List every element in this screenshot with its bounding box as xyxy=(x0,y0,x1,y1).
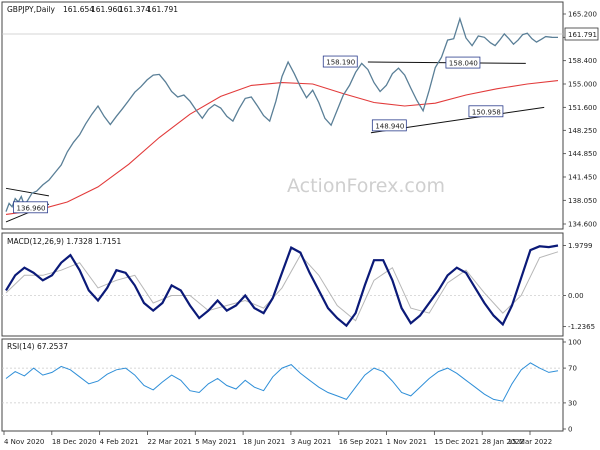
price-low: 161.374 xyxy=(119,5,150,14)
close-series-layer xyxy=(5,16,559,212)
close-price-line xyxy=(5,16,559,212)
price-close: 161.791 xyxy=(147,5,178,14)
price-y-tick-label: 141.450 xyxy=(568,173,597,181)
macd-signal-line xyxy=(5,251,559,322)
x-tick-label: 15 Mar 2022 xyxy=(508,438,552,446)
moving-average-line xyxy=(5,80,559,215)
macd-y-tick-label: 1.9799 xyxy=(568,242,593,250)
macd-line xyxy=(5,244,559,328)
price-y-tick-label: 155.000 xyxy=(568,81,597,89)
moving-average-layer xyxy=(5,80,559,215)
annotation-label: 148.940 xyxy=(375,122,404,130)
rsi-line-layer xyxy=(5,362,559,402)
macd-title: MACD(12,26,9) 1.7328 1.7151 xyxy=(7,237,121,246)
price-high: 161.960 xyxy=(91,5,122,14)
x-axis: 4 Nov 2020 18 Dec 2020 4 Feb 2021 22 Mar 20… xyxy=(3,431,552,446)
macd-signal-layer xyxy=(5,251,559,322)
rsi-title: RSI(14) 67.2537 xyxy=(7,342,68,351)
annotation-label: 150.958 xyxy=(472,108,501,116)
x-tick-label: 15 Dec 2021 xyxy=(434,438,479,446)
x-tick-label: 16 Sep 2021 xyxy=(339,438,383,446)
last-price-label: 161.791 xyxy=(568,31,597,39)
macd-line-layer xyxy=(5,244,559,328)
x-tick-label: 22 Mar 2021 xyxy=(147,438,191,446)
triangle-upper-line xyxy=(5,187,50,197)
price-y-tick-label: 148.250 xyxy=(568,127,597,135)
x-tick-label: 4 Feb 2021 xyxy=(100,438,139,446)
rsi-y-tick-label: 100 xyxy=(568,339,581,347)
macd-y-tick-label: -1.2365 xyxy=(568,323,595,331)
x-tick-label: 1 Nov 2021 xyxy=(387,438,427,446)
x-tick-label: 28 Jan 2022 xyxy=(482,438,524,446)
price-y-tick-label: 158.400 xyxy=(568,57,597,65)
rsi-panel-frame xyxy=(1,338,564,432)
price-y-tick-label: 138.050 xyxy=(568,197,597,205)
price-y-tick-label: 144.850 xyxy=(568,150,597,158)
macd-y-axis: 1.9799 0.00 -1.2365 xyxy=(563,242,595,331)
rsi-panel: 100 70 30 0 RSI(14) 67.2537 xyxy=(1,338,581,434)
price-panel-frame xyxy=(1,1,564,230)
last-price-box xyxy=(564,27,599,41)
macd-panel: 1.9799 0.00 -1.2365 MACD(12,26,9) 1.7328 1… xyxy=(1,232,595,337)
macd-panel-frame xyxy=(1,232,564,337)
rsi-y-tick-label: 0 xyxy=(568,426,572,434)
annotation-label: 158.190 xyxy=(326,59,355,67)
watermark: ActionForex.com xyxy=(287,175,445,197)
x-tick-label: 5 May 2021 xyxy=(195,438,236,446)
price-header: GBPJPY,Daily 161.654 161.960 161.374 161… xyxy=(7,5,178,14)
rsi-y-tick-label: 30 xyxy=(568,399,577,407)
macd-y-tick-label: 0.00 xyxy=(568,292,584,300)
x-tick-label: 4 Nov 2020 xyxy=(4,438,44,446)
annotation-box xyxy=(445,56,481,69)
price-y-tick-label: 165.200 xyxy=(568,11,597,19)
rsi-y-tick-label: 70 xyxy=(568,365,577,373)
annotation-box xyxy=(468,105,504,118)
annotation-box xyxy=(322,55,358,68)
rsi-line xyxy=(5,362,559,402)
price-y-tick-label: 134.600 xyxy=(568,221,597,229)
rsi-y-axis: 100 70 30 0 xyxy=(563,339,581,434)
price-open: 161.654 xyxy=(63,5,94,14)
annotations-layer: 158.190 158.040 148.940 150.958 136.960 xyxy=(13,55,504,214)
annotation-box xyxy=(371,119,407,132)
price-title: GBPJPY,Daily xyxy=(7,5,56,14)
price-y-axis: 165.200161.800158.400155.000151.600148.2… xyxy=(563,11,597,229)
annotation-box xyxy=(13,201,48,214)
annotation-label: 136.960 xyxy=(17,204,46,212)
price-panel: ActionForex.com 158.190 158.040 148.940 150… xyxy=(1,1,599,230)
price-y-tick-label: 151.600 xyxy=(568,104,597,112)
x-tick-label: 18 Dec 2020 xyxy=(52,438,97,446)
x-tick-label: 3 Aug 2021 xyxy=(291,438,331,446)
annotation-label: 158.040 xyxy=(449,60,478,68)
x-tick-label: 18 Jun 2021 xyxy=(243,438,285,446)
